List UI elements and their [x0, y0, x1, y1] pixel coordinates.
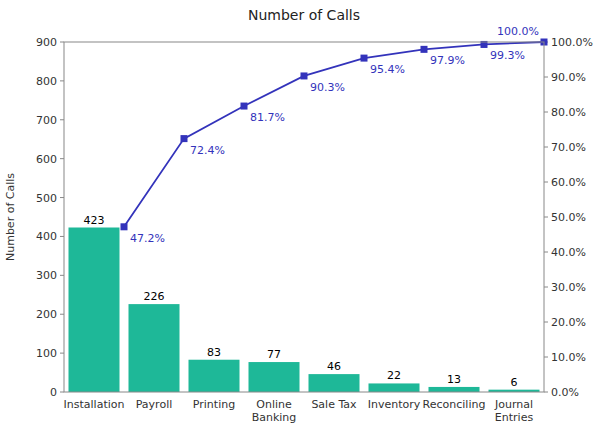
tick-label-line: Banking — [252, 411, 297, 424]
marker — [421, 46, 428, 53]
tick-label: 20.0% — [551, 316, 586, 329]
data-label: 6 — [511, 376, 518, 389]
tick-label: 400 — [36, 230, 57, 243]
y-axis-left: 0 100 200 300 400 500 600 700 800 900 — [36, 36, 64, 399]
tick-label: 900 — [36, 36, 57, 49]
tick-label: 30.0% — [551, 281, 586, 294]
bar — [249, 362, 300, 392]
tick-label: 500 — [36, 192, 57, 205]
tick — [60, 275, 64, 276]
tick-label: 600 — [36, 153, 57, 166]
data-label: 97.9% — [430, 54, 465, 67]
bar — [69, 228, 120, 393]
tick — [60, 392, 64, 393]
tick-label: 0.0% — [551, 386, 579, 399]
bar — [129, 304, 180, 392]
tick — [544, 112, 548, 113]
data-label: 83 — [207, 346, 221, 359]
tick-label-line: Payroll — [136, 398, 173, 411]
tick-label: 50.0% — [551, 211, 586, 224]
tick-label: Reconciling — [423, 398, 486, 411]
tick — [544, 287, 548, 288]
data-label: 13 — [447, 373, 461, 386]
y-axis-right: 0.0% 10.0% 20.0% 30.0% 40.0% 50.0% 60.0% 70.0% 8… — [544, 36, 593, 399]
tick — [60, 353, 64, 354]
tick-label: 60.0% — [551, 176, 586, 189]
bar — [189, 360, 240, 392]
tick-label: 40.0% — [551, 246, 586, 259]
tick-label-line: Inventory — [368, 398, 421, 411]
data-label: 46 — [327, 360, 341, 373]
tick-label: 300 — [36, 269, 57, 282]
data-label: 47.2% — [130, 232, 165, 245]
data-label: 22 — [387, 369, 401, 382]
tick-label: 100.0% — [551, 36, 593, 49]
data-label: 77 — [267, 348, 281, 361]
tick-label-line: Reconciling — [423, 398, 486, 411]
tick-label: 70.0% — [551, 141, 586, 154]
data-label: 90.3% — [310, 81, 345, 94]
tick — [60, 119, 64, 120]
tick-label: 10.0% — [551, 351, 586, 364]
tick-label: 700 — [36, 114, 57, 127]
tick-label-line: Printing — [193, 398, 235, 411]
tick-label: Installation — [64, 398, 125, 411]
tick — [60, 236, 64, 237]
tick — [544, 147, 548, 148]
chart: Number of Calls 0 100 200 300 400 500 600 700 800… — [0, 0, 600, 441]
data-labels: 423 226 83 77 46 22 13 6 47.2% 72.4% 81.7% 90.3% 95.… — [84, 25, 540, 389]
tick — [544, 322, 548, 323]
tick-label: Inventory — [368, 398, 421, 411]
data-label: 95.4% — [370, 63, 405, 76]
data-label: 99.3% — [490, 49, 525, 62]
tick-label: 80.0% — [551, 106, 586, 119]
tick-label: 90.0% — [551, 71, 586, 84]
tick — [60, 314, 64, 315]
bar — [309, 374, 360, 392]
marker — [241, 103, 248, 110]
tick — [544, 217, 548, 218]
data-label: 100.0% — [497, 25, 539, 38]
bar — [369, 383, 420, 392]
data-label: 226 — [144, 290, 165, 303]
tick — [544, 392, 548, 393]
tick — [544, 357, 548, 358]
marker — [301, 72, 308, 79]
marker — [181, 135, 188, 142]
title: Number of Calls — [248, 7, 360, 23]
tick-label-line: Installation — [64, 398, 125, 411]
plot-data — [69, 39, 548, 393]
tick-label: OnlineBanking — [252, 398, 297, 424]
tick-label-line: Entries — [495, 411, 534, 424]
data-label: 81.7% — [250, 111, 285, 124]
x-axis: Installation Payroll Printing OnlineBanking… — [64, 398, 534, 424]
tick-label-line: Online — [256, 398, 292, 411]
tick — [544, 252, 548, 253]
tick-label: 0 — [50, 386, 57, 399]
tick — [60, 197, 64, 198]
marker — [121, 223, 128, 230]
data-label: 423 — [84, 214, 105, 227]
tick-label: 800 — [36, 75, 57, 88]
tick-label: Sale Tax — [311, 398, 357, 411]
tick-label: 100 — [36, 347, 57, 360]
tick-label: JournalEntries — [494, 398, 533, 424]
tick-label: Payroll — [136, 398, 173, 411]
tick — [60, 42, 64, 43]
tick — [60, 80, 64, 81]
tick-label: Printing — [193, 398, 235, 411]
tick-label-line: Journal — [494, 398, 533, 411]
marker — [361, 55, 368, 62]
data-label: 72.4% — [190, 144, 225, 157]
tick-label: 200 — [36, 308, 57, 321]
bar — [429, 387, 480, 392]
plot-frame — [64, 42, 544, 392]
tick — [544, 182, 548, 183]
axis-label: Number of Calls — [4, 173, 17, 261]
tick-label-line: Sale Tax — [311, 398, 357, 411]
tick — [544, 77, 548, 78]
line — [124, 42, 544, 227]
tick — [60, 158, 64, 159]
